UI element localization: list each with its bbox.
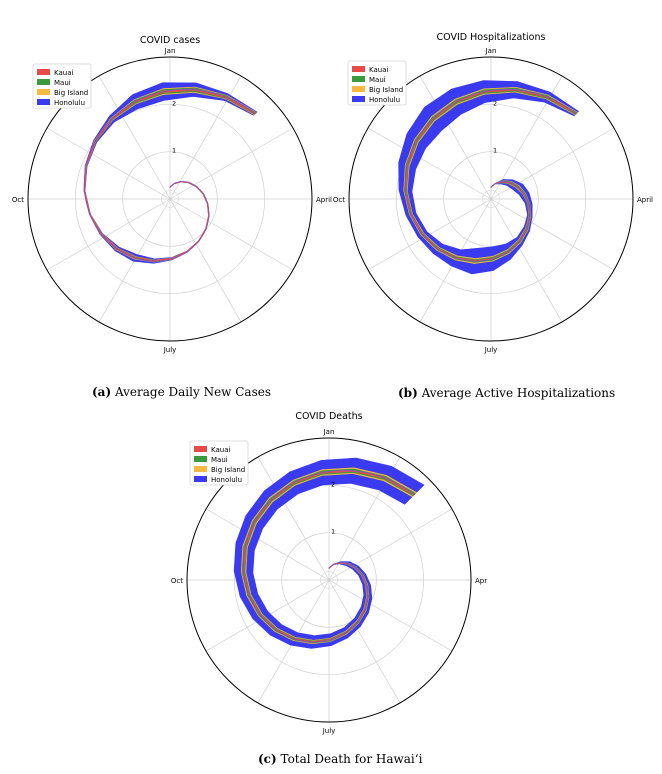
legend-swatch bbox=[37, 69, 50, 75]
legend-label: Kauai bbox=[211, 446, 230, 454]
legend-label: Maui bbox=[54, 79, 71, 87]
caption-c: (c) Total Death for Hawai‘i bbox=[258, 752, 423, 766]
legend-swatch bbox=[37, 99, 50, 105]
legend-swatch bbox=[194, 466, 207, 472]
caption-a: (a) Average Daily New Cases bbox=[92, 385, 272, 399]
angular-gridline bbox=[490, 127, 615, 200]
legend-label: Honolulu bbox=[211, 476, 242, 484]
radial-tick-label: 1 bbox=[172, 147, 176, 155]
chart-title: COVID Deaths bbox=[295, 411, 362, 422]
angle-tick-label: Jan bbox=[485, 47, 497, 55]
angular-gridline bbox=[328, 579, 453, 652]
angular-gridline bbox=[46, 127, 171, 200]
legend-label: Honolulu bbox=[369, 96, 400, 104]
series-band-honolulu bbox=[233, 457, 425, 649]
angle-tick-label: Oct bbox=[333, 196, 345, 204]
angle-tick-label: Oct bbox=[171, 577, 183, 585]
spiral-centerline bbox=[404, 88, 577, 262]
caption-b: (b) Average Active Hospitalizations bbox=[398, 386, 616, 400]
legend-label: Kauai bbox=[369, 66, 388, 74]
polar-frame bbox=[186, 437, 472, 723]
legend-label: Big Island bbox=[211, 466, 245, 474]
angular-gridline bbox=[169, 127, 294, 200]
series-band-maui bbox=[404, 87, 578, 263]
legend-swatch bbox=[352, 86, 365, 92]
legend-label: Big Island bbox=[54, 89, 88, 97]
legend-label: Maui bbox=[369, 76, 386, 84]
angular-gridline bbox=[490, 198, 615, 271]
legend-label: Maui bbox=[211, 456, 228, 464]
series-band-honolulu bbox=[83, 82, 258, 264]
legend-swatch bbox=[352, 76, 365, 82]
legend-swatch bbox=[194, 446, 207, 452]
angle-tick-label: Apr bbox=[475, 577, 487, 585]
legend-swatch bbox=[352, 66, 365, 72]
chart-title: COVID Hospitalizations bbox=[437, 32, 546, 43]
angular-gridline bbox=[169, 198, 242, 323]
legend-label: Honolulu bbox=[54, 99, 85, 107]
angle-tick-label: April bbox=[637, 196, 653, 204]
angular-gridline bbox=[257, 456, 330, 581]
angular-gridline bbox=[419, 75, 492, 200]
angular-gridline bbox=[46, 198, 171, 271]
legend-label: Kauai bbox=[54, 69, 73, 77]
radial-tick-label: 2 bbox=[493, 99, 497, 107]
legend-swatch bbox=[194, 456, 207, 462]
angular-gridline bbox=[169, 198, 294, 271]
radial-tick-label: 2 bbox=[331, 480, 335, 488]
angular-gridline bbox=[328, 579, 401, 704]
chart-panel-3: COVID Deaths Jan Apr July Oct 1 2 Kauai Maui Big … bbox=[171, 411, 487, 735]
legend-swatch bbox=[194, 476, 207, 482]
angular-gridline bbox=[490, 198, 563, 323]
polar-frame bbox=[27, 56, 313, 342]
angle-tick-label: Jan bbox=[323, 428, 335, 436]
angle-tick-label: Jan bbox=[164, 47, 176, 55]
legend-swatch bbox=[352, 96, 365, 102]
chart-panel-2: COVID Hospitalizations Jan April July Oct 1 2 K… bbox=[333, 32, 653, 354]
radial-tick-label: 1 bbox=[493, 147, 497, 155]
legend-label: Big Island bbox=[369, 86, 403, 94]
angular-gridline bbox=[205, 508, 330, 581]
legend-swatch bbox=[37, 89, 50, 95]
radial-tick-label: 1 bbox=[331, 528, 335, 536]
spiral-centerline bbox=[83, 88, 256, 262]
angular-gridline bbox=[98, 75, 171, 200]
angle-tick-label: July bbox=[322, 727, 336, 735]
angle-tick-label: April bbox=[316, 196, 332, 204]
angle-tick-label: Oct bbox=[12, 196, 24, 204]
angular-gridline bbox=[367, 127, 492, 200]
angle-tick-label: July bbox=[484, 346, 498, 354]
chart-title: COVID cases bbox=[140, 35, 200, 46]
spiral-centerline bbox=[242, 469, 415, 643]
polar-frame bbox=[348, 56, 634, 342]
angular-gridline bbox=[328, 508, 453, 581]
angle-tick-label: July bbox=[163, 346, 177, 354]
series-band-honolulu bbox=[398, 80, 579, 275]
legend-swatch bbox=[37, 79, 50, 85]
radial-tick-label: 2 bbox=[172, 99, 176, 107]
